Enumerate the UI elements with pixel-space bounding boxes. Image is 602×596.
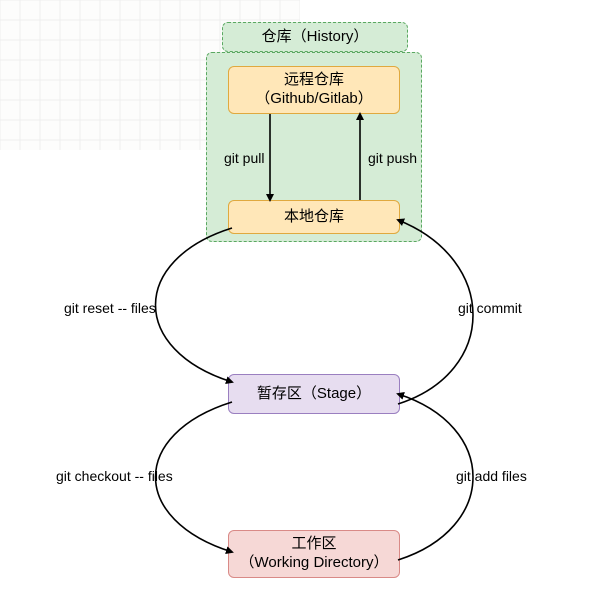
edge-add xyxy=(398,394,473,560)
edges-layer xyxy=(0,0,602,596)
edge-commit xyxy=(398,220,473,404)
edge-checkout xyxy=(156,402,233,552)
git-flow-diagram: 仓库（History） 远程仓库 （Github/Gitlab） 本地仓库 暂存… xyxy=(0,0,602,596)
edge-reset xyxy=(156,228,233,382)
